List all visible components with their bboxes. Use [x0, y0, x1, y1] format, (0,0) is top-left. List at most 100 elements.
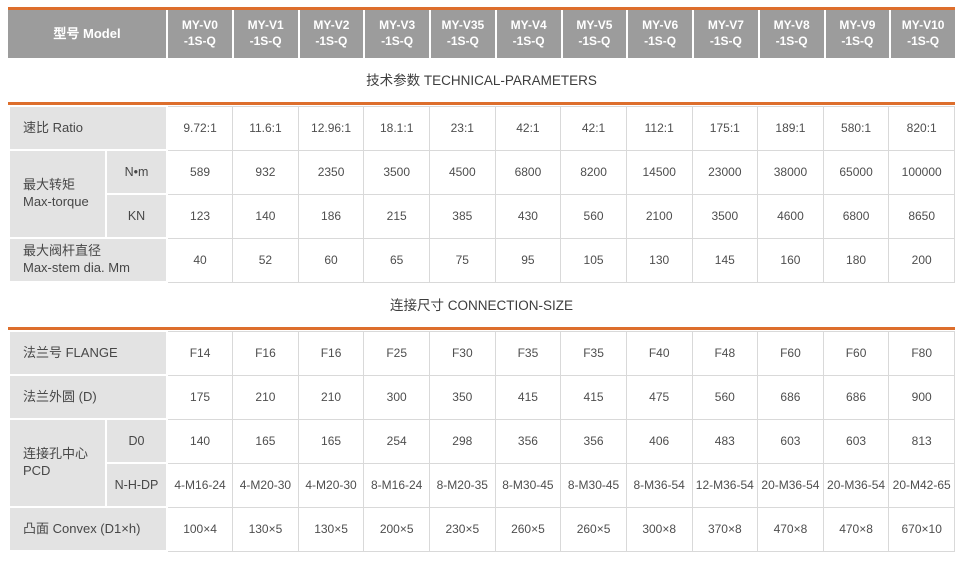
torque-nm-cell: 4500 [429, 149, 496, 195]
flange-od-cell: 686 [757, 374, 824, 420]
max-stem-cell: 65 [363, 237, 430, 283]
ratio-cell: 23:1 [429, 105, 496, 151]
convex-cell: 260×5 [494, 506, 562, 552]
model-header-cell: MY-V8 -1S-Q [759, 10, 824, 58]
technical-parameters-table: 速比 Ratio 9.72:1 11.6:1 12.96:1 18.1:1 23… [8, 102, 955, 283]
max-stem-cell: 75 [429, 237, 496, 283]
model-name: MY-V4 [510, 18, 547, 33]
pcd-nhdp-cell: 20-M36-54 [822, 462, 890, 508]
table-row: N-H-DP 4-M16-24 4-M20-30 4-M20-30 8-M16-… [9, 462, 955, 508]
row-label-flange: 法兰号 FLANGE [8, 330, 168, 376]
connection-size-table: 法兰号 FLANGE F14 F16 F16 F25 F30 F35 F35 F… [8, 327, 955, 552]
table-row: 法兰号 FLANGE F14 F16 F16 F25 F30 F35 F35 F… [8, 330, 955, 376]
section-title-technical-parameters: 技术参数 TECHNICAL-PARAMETERS [366, 73, 597, 88]
table-accent-line [8, 102, 955, 105]
model-suffix: -1S-Q [446, 34, 479, 48]
model-name: MY-V0 [181, 18, 218, 33]
torque-nm-cell: 6800 [494, 149, 562, 195]
model-name: MY-V10 [901, 18, 945, 33]
max-stem-cell: 160 [757, 237, 824, 283]
torque-kn-cell: 186 [297, 193, 365, 239]
torque-kn-cell: 2100 [625, 193, 693, 239]
pcd-nhdp-cell: 4-M20-30 [232, 462, 299, 508]
model-column-label: 型号 Model [8, 10, 166, 58]
model-suffix: -1S-Q [775, 34, 808, 48]
row-label-cn: 最大阀杆直径 [23, 243, 102, 259]
torque-kn-cell: 123 [166, 193, 234, 239]
model-header-cell: MY-V4 -1S-Q [496, 10, 561, 58]
flange-cell: F80 [888, 330, 955, 376]
flange-od-cell: 415 [560, 374, 627, 420]
flange-od-cell: 350 [429, 374, 496, 420]
row-label-en: PCD [23, 463, 51, 478]
torque-nm-cell: 8200 [560, 149, 627, 195]
model-name: MY-V8 [773, 18, 810, 33]
flange-od-cell: 415 [494, 374, 562, 420]
max-stem-cell: 180 [822, 237, 890, 283]
model-suffix: -1S-Q [183, 34, 216, 48]
torque-kn-cell: 3500 [691, 193, 759, 239]
model-name: MY-V6 [642, 18, 679, 33]
flange-cell: F40 [625, 330, 693, 376]
pcd-d0-cell: 406 [625, 418, 693, 464]
row-label-flange-od: 法兰外圆 (D) [8, 374, 168, 420]
model-suffix: -1S-Q [315, 34, 348, 48]
row-label-en: Max-torque [23, 194, 89, 209]
pcd-d0-cell: 165 [297, 418, 365, 464]
pcd-d0-cell: 356 [560, 418, 627, 464]
flange-cell: F16 [297, 330, 365, 376]
table-row: 凸面 Convex (D1×h) 100×4 130×5 130×5 200×5… [8, 506, 955, 552]
pcd-nhdp-cell: 8-M30-45 [494, 462, 562, 508]
max-stem-cell: 95 [494, 237, 562, 283]
model-suffix: -1S-Q [644, 34, 677, 48]
table-row: 法兰外圆 (D) 175 210 210 300 350 415 415 475… [8, 374, 955, 420]
convex-cell: 200×5 [363, 506, 430, 552]
convex-cell: 470×8 [757, 506, 824, 552]
flange-od-cell: 175 [166, 374, 234, 420]
max-stem-cell: 105 [560, 237, 627, 283]
flange-cell: F60 [822, 330, 890, 376]
convex-cell: 130×5 [232, 506, 299, 552]
table-accent-line [8, 327, 955, 330]
convex-cell: 370×8 [691, 506, 759, 552]
model-header-cell: MY-V1 -1S-Q [233, 10, 298, 58]
model-name: MY-V2 [313, 18, 350, 33]
max-stem-cell: 145 [691, 237, 759, 283]
spec-sheet: 型号 Model MY-V0 -1S-Q MY-V1 -1S-Q MY-V2 -… [8, 7, 955, 552]
pcd-nhdp-cell: 4-M20-30 [297, 462, 365, 508]
model-header-cell: MY-V7 -1S-Q [694, 10, 758, 58]
flange-od-cell: 300 [363, 374, 430, 420]
torque-nm-cell: 932 [232, 149, 299, 195]
row-label-en: Max-stem dia. Mm [23, 260, 130, 275]
model-suffix: -1S-Q [249, 34, 282, 48]
model-suffix: -1S-Q [709, 34, 742, 48]
pcd-d0-cell: 603 [822, 418, 890, 464]
flange-od-cell: 210 [297, 374, 365, 420]
model-suffix: -1S-Q [381, 34, 414, 48]
pcd-nhdp-cell: 8-M16-24 [363, 462, 430, 508]
convex-cell: 260×5 [560, 506, 627, 552]
pcd-nhdp-cell: 8-M30-45 [560, 462, 627, 508]
torque-nm-cell: 3500 [363, 149, 430, 195]
row-label-cn: 连接孔中心 [23, 446, 89, 462]
convex-cell: 670×10 [888, 506, 955, 552]
model-name: MY-V3 [379, 18, 416, 33]
model-header-cell: MY-V5 -1S-Q [562, 10, 627, 58]
sub-label-nhdp: N-H-DP [105, 462, 168, 508]
ratio-cell: 42:1 [560, 105, 627, 151]
table-row: 最大阀杆直径 Max-stem dia. Mm 40 52 60 65 75 9… [8, 237, 955, 283]
flange-cell: F14 [166, 330, 234, 376]
convex-cell: 130×5 [297, 506, 365, 552]
sub-label-kn: KN [105, 193, 168, 239]
model-suffix: -1S-Q [907, 34, 940, 48]
ratio-cell: 580:1 [822, 105, 890, 151]
torque-nm-cell: 589 [166, 149, 234, 195]
torque-nm-cell: 23000 [691, 149, 759, 195]
ratio-cell: 175:1 [691, 105, 759, 151]
model-suffix: -1S-Q [578, 34, 611, 48]
torque-kn-cell: 215 [363, 193, 430, 239]
torque-kn-cell: 385 [429, 193, 496, 239]
convex-cell: 300×8 [625, 506, 693, 552]
model-header-row: 型号 Model MY-V0 -1S-Q MY-V1 -1S-Q MY-V2 -… [8, 10, 955, 58]
pcd-nhdp-cell: 12-M36-54 [691, 462, 759, 508]
